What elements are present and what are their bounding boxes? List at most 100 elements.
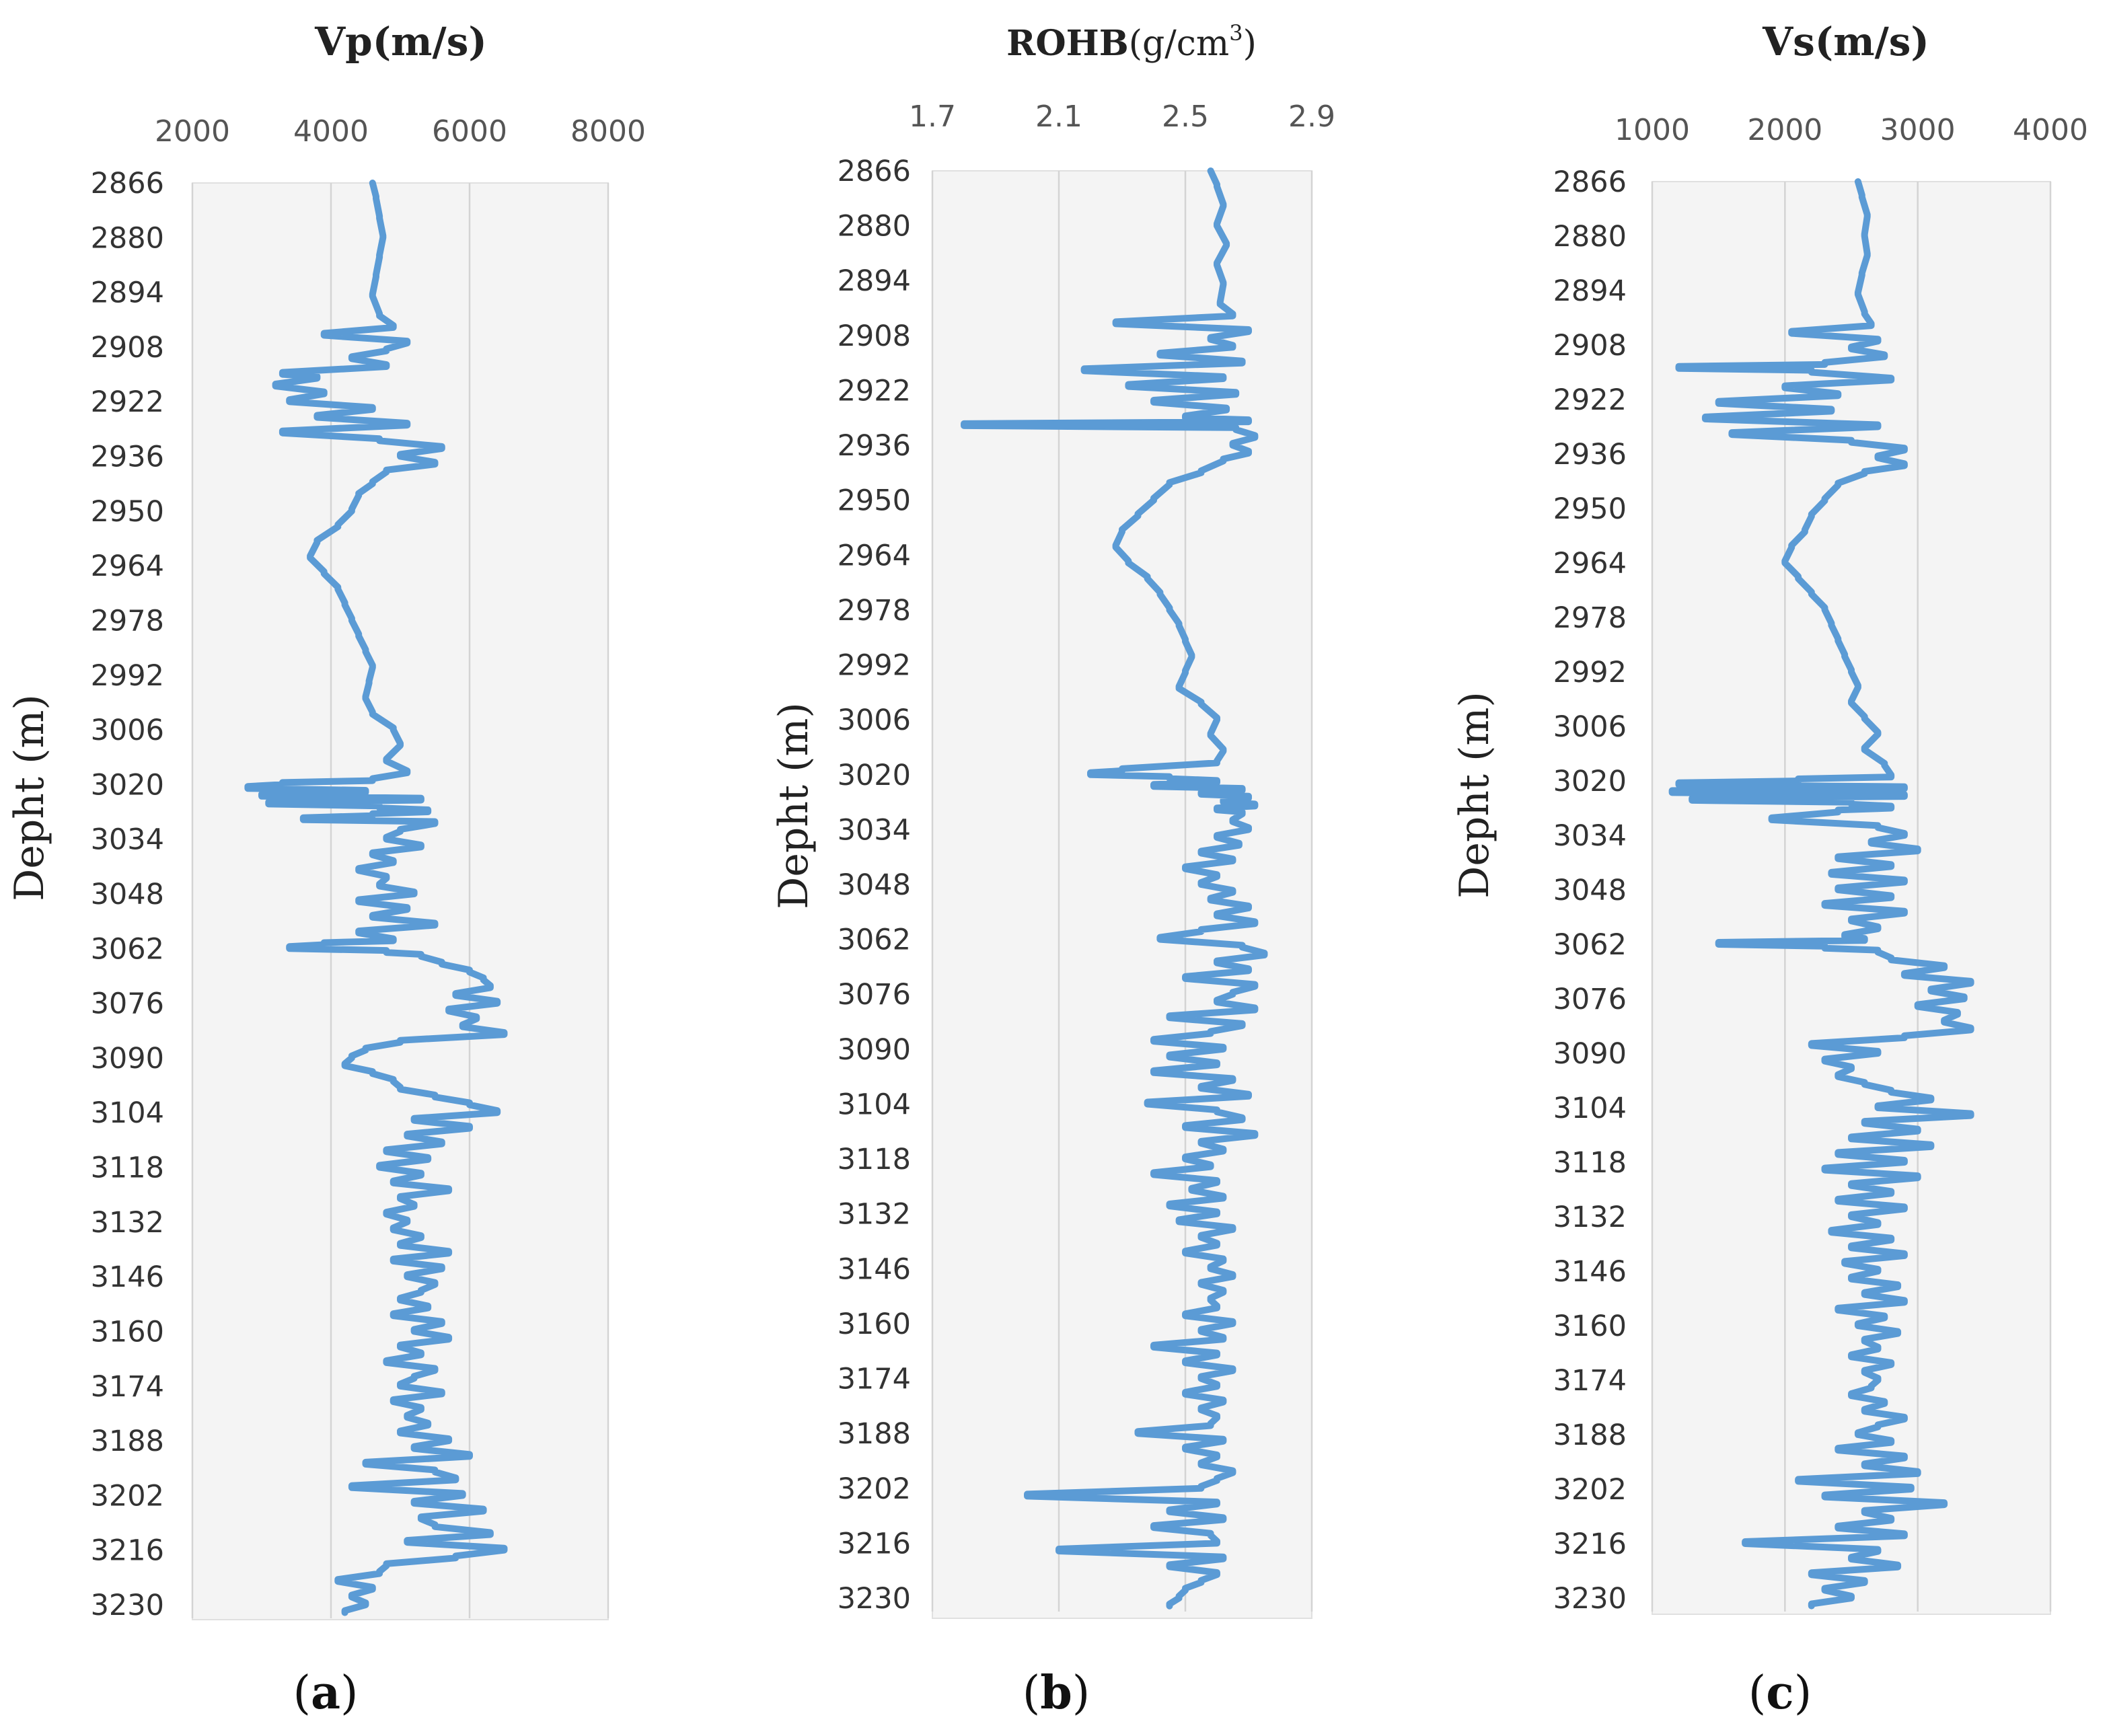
panel-a-vp-series-line bbox=[244, 180, 508, 1616]
panel-a-depth-tick-label: 2880 bbox=[91, 221, 164, 255]
panel-b-depth-tick-label: 3118 bbox=[838, 1143, 911, 1176]
panel-a-caption: (a) bbox=[293, 1666, 358, 1720]
panel-c-y-axis-label: Depht (m) bbox=[1451, 691, 1498, 899]
panel-a-depth-tick-label: 3160 bbox=[91, 1315, 164, 1349]
panel-a-depth-tick-label: 2978 bbox=[91, 604, 164, 638]
panel-b-depth-tick-label: 3188 bbox=[838, 1417, 911, 1451]
panel-a-depth-tick-label: 3020 bbox=[91, 768, 164, 802]
panel-a-x-tick-label: 4000 bbox=[293, 114, 369, 149]
panel-b-caption-letter: b bbox=[1040, 1666, 1072, 1720]
panel-b-title-unit-sup: 3 bbox=[1229, 20, 1243, 46]
panel-b-depth-tick-label: 3132 bbox=[838, 1198, 911, 1232]
panel-c-caption-letter: c bbox=[1766, 1666, 1793, 1720]
panel-c-x-tick-label: 3000 bbox=[1880, 113, 1956, 147]
panel-a-x-tick-label: 6000 bbox=[432, 114, 507, 149]
panel-b-x-tick-label: 2.9 bbox=[1288, 100, 1335, 134]
panel-c-depth-tick-label: 3076 bbox=[1553, 983, 1627, 1016]
panel-b-rohb-log: ROHB(g/cm3) 1.7 2.1 2.5 2.9 2866 2880 2894 290… bbox=[770, 20, 1335, 1720]
panel-a-depth-tick-label: 3230 bbox=[91, 1589, 164, 1622]
panel-b-depth-tick-label: 3202 bbox=[838, 1472, 911, 1506]
panel-c-depth-tick-label: 3062 bbox=[1553, 928, 1627, 962]
panel-b-plot-area bbox=[932, 170, 1312, 1619]
panel-c-depth-tick-label: 3174 bbox=[1553, 1364, 1627, 1398]
panel-b-depth-tick-label: 3020 bbox=[838, 759, 911, 792]
panel-a-depth-tick-label: 2894 bbox=[91, 276, 164, 310]
panel-b-depth-tick-label: 2922 bbox=[838, 374, 911, 408]
panel-b-depth-tick-label: 2992 bbox=[838, 649, 911, 683]
panel-a-y-axis-label: Depht (m) bbox=[6, 694, 53, 901]
panel-a-depth-tick-label: 2866 bbox=[91, 167, 164, 200]
panel-b-depth-tick-label: 2908 bbox=[838, 319, 911, 353]
panel-b-title: ROHB(g/cm3) bbox=[1006, 20, 1257, 64]
panel-c-vs-series-line bbox=[1668, 178, 1974, 1610]
panel-b-x-tick-label: 2.1 bbox=[1035, 100, 1082, 134]
panel-b-y-ticks: 2866 2880 2894 2908 2922 2936 2950 2964 2978 2992… bbox=[838, 155, 911, 1616]
panel-b-depth-tick-label: 2866 bbox=[838, 155, 911, 188]
panel-a-depth-tick-label: 3048 bbox=[91, 878, 164, 911]
panel-b-depth-tick-label: 3034 bbox=[838, 813, 911, 847]
panel-b-depth-tick-label: 3104 bbox=[838, 1088, 911, 1121]
panel-b-caption: (b) bbox=[1023, 1666, 1090, 1720]
panel-c-x-tick-label: 1000 bbox=[1615, 113, 1690, 147]
panel-a-depth-tick-label: 3006 bbox=[91, 714, 164, 747]
panel-a-depth-tick-label: 3174 bbox=[91, 1370, 164, 1404]
panel-b-depth-tick-label: 2880 bbox=[838, 210, 911, 243]
panel-a-depth-tick-label: 2964 bbox=[91, 550, 164, 583]
panel-a-depth-tick-label: 3188 bbox=[91, 1425, 164, 1458]
panel-c-depth-tick-label: 2908 bbox=[1553, 329, 1627, 363]
panel-b-depth-tick-label: 2978 bbox=[838, 594, 911, 628]
panel-b-rohb-series-line bbox=[961, 167, 1268, 1610]
panel-b-depth-tick-label: 2950 bbox=[838, 484, 911, 518]
panel-b-depth-tick-label: 3062 bbox=[838, 923, 911, 957]
panel-a-depth-tick-label: 2936 bbox=[91, 441, 164, 474]
panel-a-depth-tick-label: 3132 bbox=[91, 1206, 164, 1240]
panel-b-x-tick-label: 1.7 bbox=[909, 100, 956, 134]
panel-a-vp-log: Vp(m/s) 2000 4000 6000 8000 2866 2880 2894 290… bbox=[6, 19, 646, 1720]
panel-a-caption-letter: a bbox=[311, 1666, 340, 1720]
panel-a-depth-tick-label: 2922 bbox=[91, 385, 164, 419]
panel-b-depth-tick-label: 3160 bbox=[838, 1308, 911, 1341]
panel-c-caption: (c) bbox=[1748, 1666, 1812, 1720]
panel-c-depth-tick-label: 3132 bbox=[1553, 1201, 1627, 1234]
panel-a-depth-tick-label: 2950 bbox=[91, 495, 164, 529]
panel-b-depth-tick-label: 3146 bbox=[838, 1252, 911, 1286]
panel-c-depth-tick-label: 2922 bbox=[1553, 383, 1627, 417]
panel-c-depth-tick-label: 2950 bbox=[1553, 492, 1627, 526]
panel-c-depth-tick-label: 2894 bbox=[1553, 274, 1627, 308]
panel-b-depth-tick-label: 2964 bbox=[838, 539, 911, 572]
panel-a-depth-tick-label: 3034 bbox=[91, 823, 164, 857]
panel-b-depth-tick-label: 3230 bbox=[838, 1582, 911, 1616]
panel-c-depth-tick-label: 3034 bbox=[1553, 819, 1627, 853]
panel-c-x-ticks: 1000 2000 3000 4000 bbox=[1615, 113, 2088, 147]
panel-a-x-tick-label: 2000 bbox=[155, 114, 230, 149]
panel-c-vs-log: Vs(m/s) 1000 2000 3000 4000 2866 2880 2894 290… bbox=[1451, 19, 2088, 1720]
panel-a-depth-tick-label: 3062 bbox=[91, 932, 164, 966]
panel-c-depth-tick-label: 3216 bbox=[1553, 1527, 1627, 1561]
panel-b-title-unit-close: ) bbox=[1243, 24, 1257, 64]
panel-c-depth-tick-label: 3020 bbox=[1553, 765, 1627, 798]
panel-a-depth-tick-label: 3090 bbox=[91, 1042, 164, 1075]
panel-c-depth-tick-label: 3160 bbox=[1553, 1310, 1627, 1343]
panel-c-depth-tick-label: 2866 bbox=[1553, 165, 1627, 199]
panel-c-depth-tick-label: 2978 bbox=[1553, 601, 1627, 635]
panel-a-depth-tick-label: 3104 bbox=[91, 1096, 164, 1130]
panel-b-x-ticks: 1.7 2.1 2.5 2.9 bbox=[909, 100, 1335, 134]
panel-b-depth-tick-label: 2894 bbox=[838, 264, 911, 298]
panel-a-depth-tick-label: 2908 bbox=[91, 331, 164, 365]
panel-c-depth-tick-label: 3104 bbox=[1553, 1092, 1627, 1125]
panel-c-x-tick-label: 2000 bbox=[1747, 113, 1822, 147]
panel-b-depth-tick-label: 3174 bbox=[838, 1363, 911, 1396]
panel-a-depth-tick-label: 3216 bbox=[91, 1534, 164, 1568]
panel-c-depth-tick-label: 2936 bbox=[1553, 438, 1627, 471]
panel-c-depth-tick-label: 3048 bbox=[1553, 874, 1627, 907]
panel-c-x-tick-label: 4000 bbox=[2013, 113, 2088, 147]
panel-c-depth-tick-label: 3188 bbox=[1553, 1419, 1627, 1452]
panel-a-x-tick-label: 8000 bbox=[570, 114, 646, 149]
panel-a-depth-tick-label: 3118 bbox=[91, 1152, 164, 1185]
panel-c-depth-tick-label: 3230 bbox=[1553, 1582, 1627, 1616]
panel-a-depth-tick-label: 3076 bbox=[91, 987, 164, 1021]
panel-a-depth-tick-label: 3202 bbox=[91, 1479, 164, 1513]
panel-c-depth-tick-label: 2880 bbox=[1553, 220, 1627, 254]
panel-b-depth-tick-label: 3006 bbox=[838, 704, 911, 737]
